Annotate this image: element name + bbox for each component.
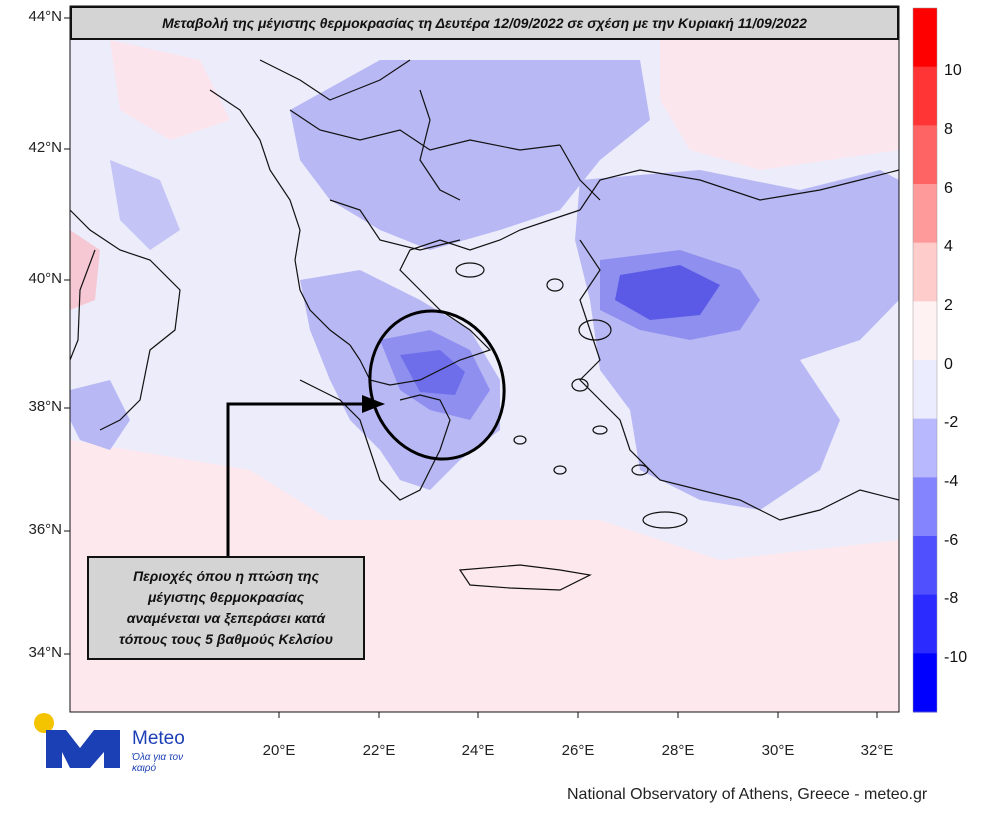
logo-name: Meteo	[132, 728, 185, 749]
colorbar-segment	[913, 8, 937, 68]
colorbar-label: -8	[944, 590, 959, 607]
lat-label: 40°N	[28, 270, 62, 287]
colorbar-label: 10	[944, 62, 962, 79]
strong-cool-attica	[400, 350, 465, 395]
turkey-border	[559, 144, 601, 201]
colorbar-segment	[913, 653, 937, 713]
cyprus-like-island	[642, 511, 688, 529]
lon-label: 30°E	[761, 742, 795, 759]
colorbar-label: 2	[944, 297, 953, 314]
lat-label: 44°N	[28, 8, 62, 25]
lat-label: 34°N	[28, 644, 62, 661]
callout-line: τόπους τους 5 βαθμούς Κελσίου	[119, 631, 333, 647]
map-title: Μεταβολή της μέγιστης θερμοκρασίας τη Δε…	[70, 6, 899, 40]
cool-area-italy-east	[110, 160, 180, 250]
colorbar-label: -2	[944, 414, 959, 431]
warm-area-black-sea	[660, 20, 899, 170]
colorbar-segment	[913, 360, 937, 420]
colorbar-label: 8	[944, 121, 953, 138]
colorbar-segment	[913, 184, 937, 244]
cyclades-island-3	[592, 425, 608, 435]
colorbar-label: 6	[944, 180, 953, 197]
crete-coast	[458, 564, 592, 591]
italy-coast	[69, 209, 181, 431]
colorbar-segment	[913, 477, 937, 537]
lat-label: 38°N	[28, 398, 62, 415]
lesvos-island	[578, 319, 612, 341]
lon-label: 32°E	[860, 742, 894, 759]
callout-arrow-line	[226, 402, 365, 556]
lon-label: 24°E	[461, 742, 495, 759]
warm-area-adriatic	[110, 40, 230, 140]
logo-tagline: Όλα για τον καιρό	[132, 752, 184, 774]
callout-line: αναμένεται να ξεπεράσει κατά	[126, 610, 326, 626]
greece-east-coast	[349, 209, 581, 386]
lat-label: 36°N	[28, 521, 62, 538]
logo-m-mark	[46, 730, 120, 768]
italy-west-coast	[69, 249, 96, 361]
colorbar	[912, 7, 938, 713]
cyclades-island-2	[553, 465, 567, 475]
colorbar-segment	[913, 66, 937, 126]
colorbar-segment	[913, 242, 937, 302]
callout-line: μέγιστης θερμοκρασίας	[147, 589, 305, 605]
lemnos-island	[546, 278, 564, 292]
colorbar-label: -4	[944, 473, 959, 490]
anatolia-coast	[579, 239, 900, 521]
lon-label: 26°E	[561, 742, 595, 759]
colorbar-segment	[913, 536, 937, 596]
colorbar-frame	[912, 7, 938, 713]
colorbar-label: 0	[944, 356, 953, 373]
temperature-change-field	[70, 20, 899, 712]
colorbar-segment	[913, 594, 937, 654]
black-sea-coast	[579, 169, 900, 211]
lat-label: 42°N	[28, 139, 62, 156]
colorbar-segment	[913, 418, 937, 478]
lon-label: 22°E	[362, 742, 396, 759]
colorbar-segment	[913, 301, 937, 361]
strong-cool-anatolia	[615, 265, 720, 320]
colorbar-label: 4	[944, 238, 953, 255]
meteo-logo	[34, 713, 120, 768]
chios-island	[571, 378, 589, 392]
callout-box: Περιοχές όπου η πτώση της μέγιστης θερμο…	[87, 556, 365, 660]
thasos-island	[455, 262, 485, 278]
cool-area-balkans	[290, 60, 650, 250]
callout-arrow-head	[362, 395, 385, 413]
adriatic-coast	[209, 89, 351, 346]
cyclades-island-1	[513, 435, 527, 445]
colorbar-label: -10	[944, 649, 968, 666]
balkan-border-3	[419, 89, 461, 201]
axis-ticks	[64, 17, 878, 718]
balkan-border-4	[259, 59, 411, 101]
lon-label: 28°E	[661, 742, 695, 759]
footer-credit: National Observatory of Athens, Greece -…	[567, 786, 928, 803]
cool-area-italy-heel	[70, 380, 130, 450]
warm-area-italy	[70, 230, 100, 310]
colorbar-label: -6	[944, 532, 959, 549]
balkan-border-2	[329, 199, 461, 251]
colorbar-segment	[913, 125, 937, 185]
callout-line: Περιοχές όπου η πτώση της	[133, 568, 319, 584]
balkan-border-1	[289, 109, 561, 151]
logo-sun-dot	[34, 713, 54, 733]
dodecanese-island	[631, 464, 649, 476]
lon-label: 20°E	[262, 742, 296, 759]
